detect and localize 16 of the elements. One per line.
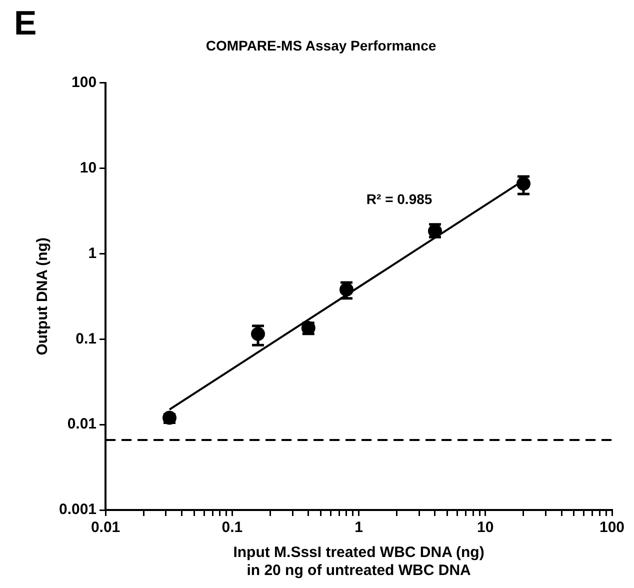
x-axis-title: Input M.SssI treated WBC DNA (ng) in 20 ng of untreated WBC DNA <box>233 544 484 580</box>
y-tick-label: 0.1 <box>76 330 97 348</box>
x-tick-label: 0.1 <box>222 519 243 536</box>
y-tick-label: 0.01 <box>67 416 97 433</box>
y-tick-label: 1 <box>88 244 97 262</box>
text: E <box>14 4 37 42</box>
y-tick-label: 10 <box>80 159 97 176</box>
x-tick-label: 10 <box>477 519 494 536</box>
chart-title: COMPARE-MS Assay Performance <box>206 37 436 54</box>
x-tick-label: 100 <box>599 519 625 536</box>
y-tick-label: 100 <box>72 74 97 91</box>
y-tick-label: 0.001 <box>58 501 97 518</box>
annotation: R² = 0.985 <box>366 191 432 208</box>
x-tick-label: 0.01 <box>90 519 120 536</box>
y-axis-title: Output DNA (ng) <box>34 238 52 356</box>
x-tick-label: 1 <box>354 519 363 536</box>
